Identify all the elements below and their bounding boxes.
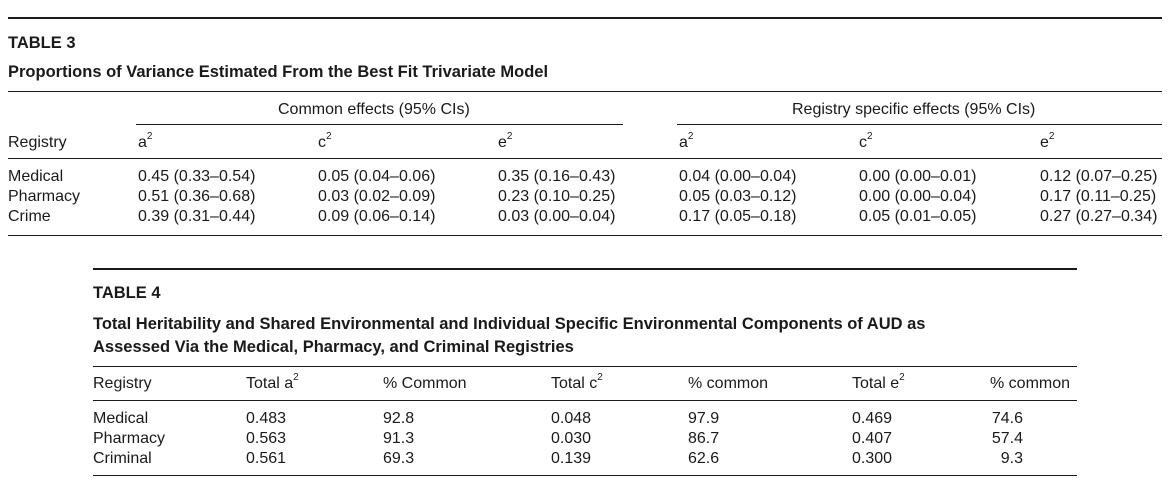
- table3-header-rule: [8, 158, 1162, 159]
- table4-header-total-e: Total e2: [852, 371, 905, 392]
- table-cell: 0.300: [852, 450, 893, 467]
- table-cell: 0.09 (0.06–0.14): [318, 208, 436, 225]
- table-cell: 91.3: [383, 430, 415, 447]
- table-cell: 0.139: [551, 450, 592, 467]
- table3-title-rule: [8, 91, 1162, 92]
- table-cell: 62.6: [688, 450, 720, 467]
- table-cell: 69.3: [383, 450, 415, 467]
- table-cell: 92.8: [383, 410, 415, 427]
- table3-col-common-a: 0.45 (0.33–0.54) 0.51 (0.36–0.68) 0.39 (…: [138, 167, 255, 227]
- table-cell: 0.12 (0.07–0.25): [1040, 168, 1158, 185]
- table-cell: 0.05 (0.03–0.12): [679, 188, 797, 205]
- table-cell: 0.35 (0.16–0.43): [498, 168, 616, 185]
- table-cell: 0.030: [551, 430, 592, 447]
- table3-group-specific: Registry specific effects (95% CIs): [792, 101, 1036, 118]
- table-cell: Medical: [8, 168, 64, 185]
- table-cell: Pharmacy: [93, 430, 166, 447]
- table-cell: 0.23 (0.10–0.25): [498, 188, 616, 205]
- table-cell: 0.469: [852, 410, 893, 427]
- table4-col-total-e: 0.469 0.407 0.300: [852, 409, 892, 469]
- table-cell: 0.483: [246, 410, 287, 427]
- table-cell: Crime: [8, 208, 51, 225]
- table4-header-pct-common-e: % common: [990, 375, 1071, 392]
- table4-top-rule: [93, 268, 1077, 270]
- table4-col-total-c: 0.048 0.030 0.139: [551, 409, 591, 469]
- table3-header-specific-e: e2: [1040, 130, 1055, 151]
- table3-title: Proportions of Variance Estimated From t…: [8, 63, 549, 81]
- table-cell: 97.9: [688, 410, 720, 427]
- table-cell: 0.03 (0.02–0.09): [318, 188, 436, 205]
- table3-col-common-e: 0.35 (0.16–0.43) 0.23 (0.10–0.25) 0.03 (…: [498, 167, 615, 227]
- table4-col-pct-common-e: 74.6 57.4 9.3: [990, 409, 1023, 469]
- table-cell: Criminal: [93, 450, 152, 467]
- table3-header-common-c: c2: [318, 130, 332, 151]
- table3-header-common-a: a2: [138, 130, 153, 151]
- table-cell: 0.04 (0.00–0.04): [679, 168, 797, 185]
- table-cell: 0.05 (0.01–0.05): [859, 208, 977, 225]
- table-cell: 0.00 (0.00–0.01): [859, 168, 977, 185]
- table-cell: 9.3: [1000, 450, 1023, 467]
- table4-col-pct-common-a: 92.8 91.3 69.3: [383, 409, 414, 469]
- table3-label: TABLE 3: [8, 34, 76, 52]
- table-cell: 0.45 (0.33–0.54): [138, 168, 256, 185]
- table4-bottom-rule: [93, 475, 1077, 476]
- table4-header-total-a: Total a2: [246, 371, 299, 392]
- table-cell: 57.4: [991, 430, 1023, 447]
- table4-col-total-a: 0.483 0.563 0.561: [246, 409, 286, 469]
- table3-header-specific-c: c2: [859, 130, 873, 151]
- table4-header-total-c: Total c2: [551, 371, 603, 392]
- table-cell: 0.048: [551, 410, 592, 427]
- table4-title-rule: [93, 366, 1077, 367]
- table-cell: 0.561: [246, 450, 287, 467]
- table3-col-specific-a: 0.04 (0.00–0.04) 0.05 (0.03–0.12) 0.17 (…: [679, 167, 796, 227]
- table4-title-line2: Assessed Via the Medical, Pharmacy, and …: [93, 338, 574, 356]
- table-cell: 0.05 (0.04–0.06): [318, 168, 436, 185]
- table3-col-common-c: 0.05 (0.04–0.06) 0.03 (0.02–0.09) 0.09 (…: [318, 167, 435, 227]
- table4-header-registry: Registry: [93, 375, 152, 392]
- table-cell: 0.03 (0.00–0.04): [498, 208, 616, 225]
- table-cell: 86.7: [688, 430, 720, 447]
- table-cell: 74.6: [991, 410, 1023, 427]
- table3-header-common-e: e2: [498, 130, 513, 151]
- table4-header-pct-common-c: % common: [688, 375, 769, 392]
- table-cell: 0.39 (0.31–0.44): [138, 208, 256, 225]
- table3-group-specific-rule: [677, 124, 1162, 125]
- table3-col-specific-c: 0.00 (0.00–0.01) 0.00 (0.00–0.04) 0.05 (…: [859, 167, 976, 227]
- table4-label: TABLE 4: [93, 284, 161, 302]
- table4-col-registry: Medical Pharmacy Criminal: [93, 409, 165, 469]
- table-cell: Pharmacy: [8, 188, 81, 205]
- table-cell: 0.00 (0.00–0.04): [859, 188, 977, 205]
- table-cell: 0.17 (0.05–0.18): [679, 208, 797, 225]
- table3-header-specific-a: a2: [679, 130, 694, 151]
- table3-top-rule: [8, 17, 1162, 19]
- table4-header-rule: [93, 400, 1077, 401]
- table-cell: 0.17 (0.11–0.25): [1040, 188, 1157, 205]
- table4-header-pct-common-a: % Common: [383, 375, 467, 392]
- table-cell: 0.563: [246, 430, 287, 447]
- table3-header-registry: Registry: [8, 134, 67, 151]
- table3-group-common: Common effects (95% CIs): [278, 101, 470, 118]
- table-cell: 0.51 (0.36–0.68): [138, 188, 256, 205]
- table3-group-common-rule: [136, 124, 623, 125]
- table-cell: Medical: [93, 410, 149, 427]
- table-cell: 0.407: [852, 430, 893, 447]
- table-cell: 0.27 (0.27–0.34): [1040, 208, 1158, 225]
- table4-title-line1: Total Heritability and Shared Environmen…: [93, 315, 926, 333]
- table3-col-specific-e: 0.12 (0.07–0.25) 0.17 (0.11–0.25) 0.27 (…: [1040, 167, 1157, 227]
- table4-col-pct-common-c: 97.9 86.7 62.6: [688, 409, 719, 469]
- table3-col-registry: Medical Pharmacy Crime: [8, 167, 80, 227]
- table3-bottom-rule: [8, 235, 1162, 236]
